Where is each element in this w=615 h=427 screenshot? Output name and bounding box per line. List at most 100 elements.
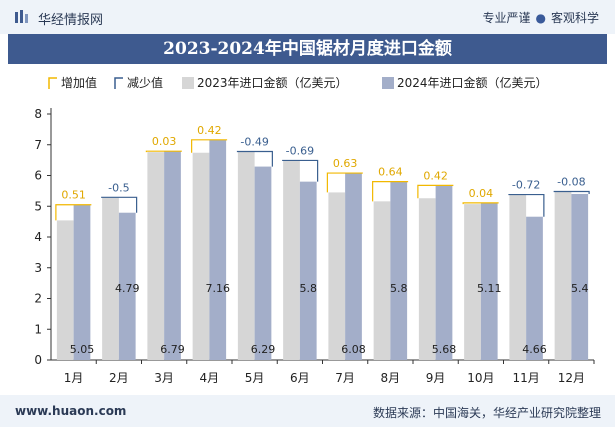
increase-legend-icon	[48, 77, 57, 89]
chart-title: 2023-2024年中国锯材月度进口金额	[163, 39, 452, 59]
decrease-bracket	[553, 190, 590, 194]
y-tick-label: 1	[34, 322, 42, 336]
data-label-2024: 4.66	[522, 343, 547, 356]
data-label-2024: 5.68	[432, 343, 457, 356]
data-label-2024: 5.8	[299, 282, 317, 295]
change-label: 0.04	[469, 187, 494, 200]
legend-item-2023: 2023年进口金额（亿美元）	[182, 74, 348, 91]
legend-label-2024: 2024年进口金额（亿美元）	[397, 76, 548, 90]
legend-item-2024: 2024年进口金额（亿美元）	[382, 74, 548, 91]
change-label: -0.5	[108, 181, 129, 194]
x-tick-label: 5月	[245, 371, 265, 385]
title-bar: 2023-2024年中国锯材月度进口金额	[8, 34, 607, 64]
x-tick-label: 3月	[154, 371, 174, 385]
data-label-2024: 6.29	[251, 343, 276, 356]
change-label: 0.64	[378, 166, 403, 179]
y-tick-label: 5	[34, 199, 42, 213]
x-tick-label: 8月	[381, 371, 401, 385]
bar-2023	[56, 220, 74, 360]
logo-icon	[15, 10, 28, 23]
y-tick-label: 7	[34, 138, 42, 152]
data-label-2024: 7.16	[205, 282, 230, 295]
change-label: 0.03	[152, 135, 177, 148]
legend-swatch-2024	[382, 77, 394, 89]
change-label: -0.49	[240, 136, 268, 149]
x-tick-label: 6月	[290, 371, 310, 385]
decrease-bracket	[282, 159, 319, 182]
bar-2023	[464, 204, 481, 360]
slogan-left: 专业严谨	[482, 11, 531, 25]
decrease-bracket	[236, 150, 273, 167]
legend-item-increase: 增加值	[48, 74, 97, 91]
y-tick-label: 8	[34, 107, 42, 121]
chart-legend: 增加值 减少值 2023年进口金额（亿美元） 2024年进口金额（亿美元）	[0, 70, 615, 92]
y-tick-label: 2	[34, 292, 42, 306]
bar-2023	[328, 192, 346, 360]
x-tick-label: 4月	[200, 371, 220, 385]
decrease-legend-icon	[114, 77, 123, 89]
bar-2023	[237, 151, 255, 360]
brand-name: 华经情报网	[38, 13, 104, 28]
data-label-2024: 5.8	[390, 282, 408, 295]
bar-2023	[192, 152, 210, 360]
y-tick-label: 4	[34, 230, 42, 244]
legend-swatch-2023	[182, 77, 194, 89]
data-label-2024: 5.05	[70, 343, 95, 356]
website-link[interactable]: www.huaon.com	[15, 404, 127, 418]
header-bar: 华经情报网 专业严谨 ● 客观科学	[0, 0, 615, 34]
data-label-2024: 4.79	[115, 282, 140, 295]
x-tick-label: 10月	[467, 371, 494, 385]
bar-2024	[209, 139, 227, 360]
y-tick-label: 0	[34, 353, 42, 367]
y-tick-label: 6	[34, 169, 42, 183]
data-label-2024: 5.11	[477, 282, 502, 295]
x-tick-label: 7月	[335, 371, 355, 385]
increase-bracket	[55, 204, 92, 221]
change-label: -0.72	[512, 179, 540, 192]
bar-2023	[102, 197, 119, 360]
bar-2023	[509, 194, 527, 360]
change-label: 0.42	[423, 169, 448, 182]
x-tick-label: 9月	[426, 371, 446, 385]
bar-2024	[73, 204, 91, 360]
bar-2024	[254, 166, 272, 360]
bar-2024	[526, 216, 543, 360]
change-label: 0.51	[61, 189, 86, 202]
change-label: -0.69	[286, 144, 314, 157]
data-label-2024: 5.4	[571, 282, 589, 295]
increase-bracket	[191, 139, 228, 153]
slogan-right: 客观科学	[550, 11, 599, 25]
change-label: 0.42	[197, 124, 222, 137]
bar-2024	[390, 181, 408, 360]
legend-item-decrease: 减少值	[114, 74, 163, 91]
slogan: 专业严谨 ● 客观科学	[482, 9, 599, 26]
data-label-2024: 6.08	[341, 343, 366, 356]
bar-2024	[299, 181, 317, 360]
increase-bracket	[462, 202, 499, 205]
footer-bar: www.huaon.com 数据来源：中国海关，华经产业研究院整理	[0, 395, 615, 427]
legend-label-2023: 2023年进口金额（亿美元）	[197, 76, 348, 90]
change-label: 0.63	[333, 157, 358, 170]
increase-bracket	[145, 150, 182, 153]
legend-label-decrease: 减少值	[127, 76, 164, 90]
bar-2024	[118, 212, 136, 360]
bar-2023	[147, 152, 165, 360]
y-tick-label: 3	[34, 261, 42, 275]
increase-bracket	[326, 172, 363, 193]
legend-label-increase: 增加值	[61, 76, 98, 90]
data-label-2024: 6.79	[160, 343, 185, 356]
x-tick-label: 1月	[64, 371, 84, 385]
increase-bracket	[372, 181, 409, 202]
change-label: -0.08	[557, 175, 585, 188]
increase-bracket	[417, 184, 454, 199]
bar-2023	[554, 191, 572, 360]
bar-2023	[283, 160, 300, 360]
decrease-bracket	[508, 193, 545, 217]
bar-2024	[480, 202, 498, 360]
bar-2024	[345, 173, 362, 360]
decrease-bracket	[101, 196, 138, 213]
bar-2024	[164, 151, 181, 360]
x-tick-label: 11月	[512, 371, 539, 385]
x-tick-label: 12月	[558, 371, 585, 385]
